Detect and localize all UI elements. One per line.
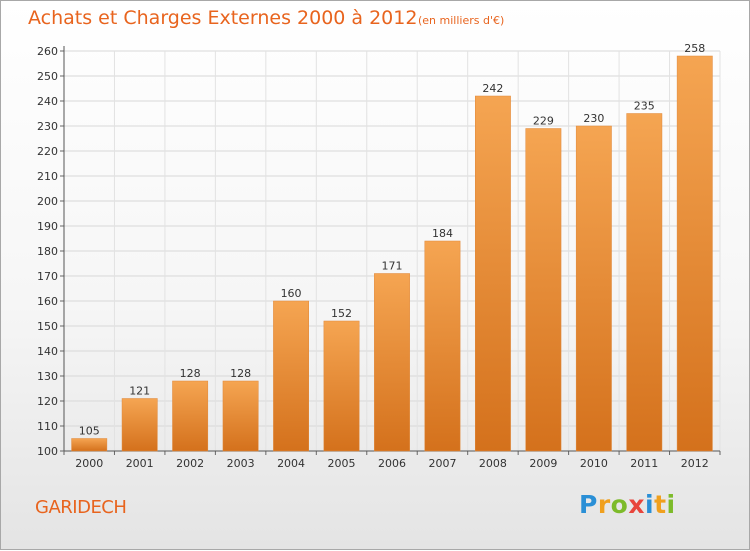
bar[interactable]	[323, 320, 360, 452]
bar[interactable]	[575, 125, 612, 452]
x-tick-label: 2010	[580, 457, 608, 470]
data-label: 121	[129, 385, 150, 398]
bar[interactable]	[676, 55, 713, 452]
y-tick-label: 200	[37, 195, 58, 208]
y-tick-label: 260	[37, 45, 58, 58]
bar[interactable]	[273, 300, 309, 452]
y-tick-label: 170	[37, 270, 58, 283]
bar[interactable]	[374, 273, 410, 452]
bar[interactable]	[172, 380, 209, 452]
bar[interactable]	[71, 438, 108, 452]
y-tick-label: 110	[37, 420, 58, 433]
chart-title: Achats et Charges Externes 2000 à 2012	[28, 7, 418, 29]
x-tick-label: 2000	[75, 457, 103, 470]
bar[interactable]	[525, 128, 562, 452]
data-label: 128	[180, 367, 201, 380]
logo-letter: P	[579, 490, 598, 519]
y-tick-label: 120	[37, 395, 58, 408]
data-label: 242	[482, 82, 503, 95]
x-tick-label: 2003	[227, 457, 255, 470]
y-tick-label: 130	[37, 370, 58, 383]
x-tick-label: 2006	[378, 457, 406, 470]
data-label: 152	[331, 307, 352, 320]
y-tick-label: 180	[37, 245, 58, 258]
labels: 100 110 120 130 140 150 160 170 180 190 200 210 220 2…	[37, 42, 709, 470]
y-tick-label: 250	[37, 70, 58, 83]
data-label: 171	[382, 260, 403, 273]
logo-letter: i	[645, 490, 655, 519]
data-label: 105	[79, 425, 100, 438]
bars	[71, 55, 713, 452]
data-label: 229	[533, 115, 554, 128]
logo-letter: r	[597, 490, 611, 519]
bar[interactable]	[121, 398, 158, 452]
x-tick-label: 2004	[277, 457, 305, 470]
logo-letter: t	[654, 490, 667, 519]
logo-letter: x	[628, 490, 645, 519]
y-tick-label: 220	[37, 145, 58, 158]
proxiti-logo[interactable]: Proxiti	[579, 490, 676, 519]
y-tick-label: 100	[37, 445, 58, 458]
bar[interactable]	[424, 240, 461, 452]
data-label: 160	[281, 287, 302, 300]
data-label: 258	[684, 42, 705, 55]
x-tick-label: 2002	[176, 457, 204, 470]
place-name: GARIDECH	[35, 497, 127, 518]
x-tick-label: 2005	[328, 457, 356, 470]
y-tick-label: 210	[37, 170, 58, 183]
x-tick-label: 2012	[681, 457, 709, 470]
bar[interactable]	[475, 95, 511, 452]
x-tick-label: 2011	[630, 457, 658, 470]
x-tick-label: 2009	[529, 457, 557, 470]
y-tick-label: 190	[37, 220, 58, 233]
data-label: 184	[432, 227, 453, 240]
y-tick-label: 140	[37, 345, 58, 358]
y-tick-label: 160	[37, 295, 58, 308]
y-tick-label: 240	[37, 95, 58, 108]
x-tick-label: 2007	[428, 457, 456, 470]
y-tick-label: 230	[37, 120, 58, 133]
bar[interactable]	[626, 113, 663, 452]
data-label: 230	[583, 112, 604, 125]
x-tick-label: 2001	[126, 457, 154, 470]
logo-letter: i	[666, 490, 676, 519]
data-label: 128	[230, 367, 251, 380]
data-label: 235	[634, 100, 655, 113]
chart-subtitle: (en milliers d'€)	[418, 14, 505, 27]
y-tick-label: 150	[37, 320, 58, 333]
bar[interactable]	[222, 380, 259, 452]
logo-letter: o	[610, 490, 629, 519]
x-tick-label: 2008	[479, 457, 507, 470]
